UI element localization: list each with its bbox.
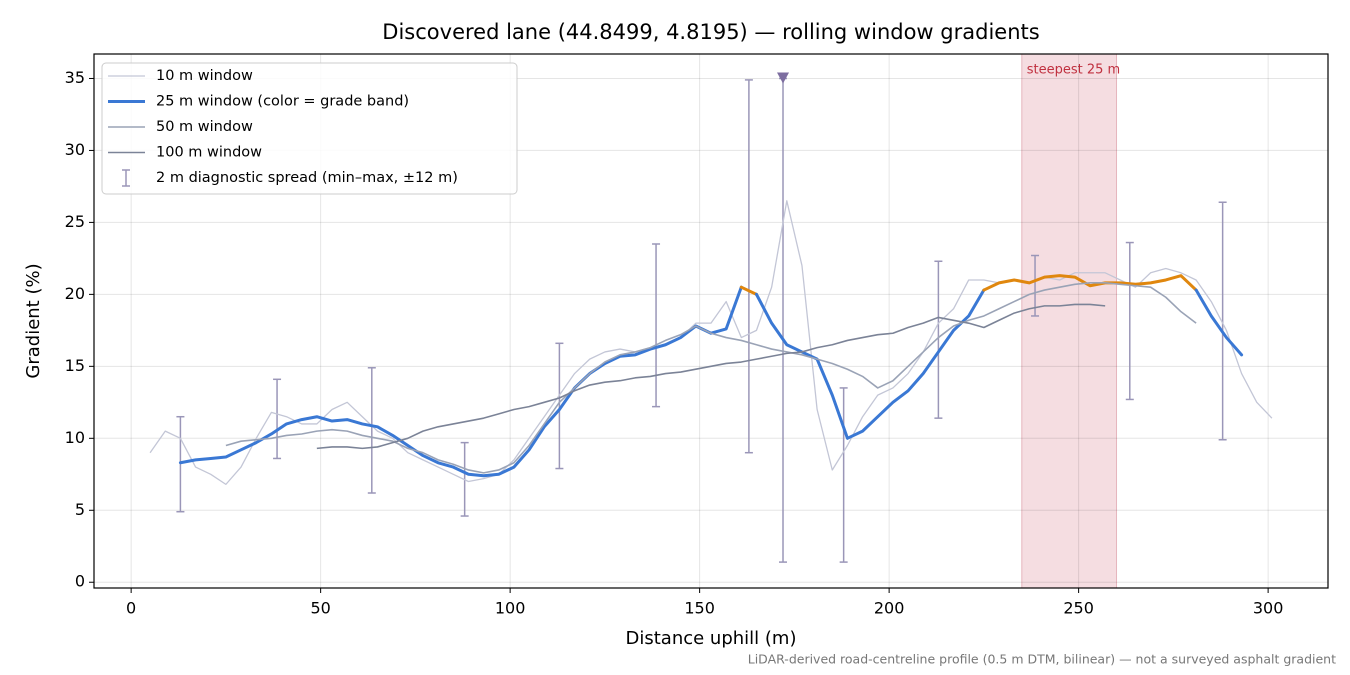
x-axis-label: Distance uphill (m)	[626, 628, 797, 649]
y-tick-label: 20	[65, 284, 85, 303]
y-axis-label: Gradient (%)	[23, 263, 44, 378]
x-tick-label: 200	[874, 599, 905, 618]
series-line	[754, 288, 986, 440]
y-tick-label: 10	[65, 428, 85, 447]
chart-title: Discovered lane (44.8499, 4.8195) — roll…	[382, 20, 1039, 44]
x-tick-label: 100	[495, 599, 526, 618]
x-tick-label: 150	[684, 599, 715, 618]
series-line	[982, 274, 1198, 292]
series-line	[1194, 288, 1244, 357]
error-bar	[744, 79, 753, 454]
x-tick-label: 250	[1063, 599, 1094, 618]
x-tick-label: 50	[310, 599, 330, 618]
series-line	[178, 285, 743, 478]
error-bar	[273, 378, 282, 460]
error-bar	[779, 77, 788, 563]
error-bar	[1125, 241, 1134, 401]
x-tick-label: 0	[126, 599, 136, 618]
legend-label: 10 m window	[156, 68, 253, 84]
error-bar	[555, 342, 564, 470]
y-tick-label: 30	[65, 140, 85, 159]
error-bar	[1031, 254, 1040, 317]
plot-frame	[93, 53, 1329, 589]
series-line	[739, 285, 758, 296]
legend-label: 2 m diagnostic spread (min–max, ±12 m)	[156, 170, 458, 186]
error-bar	[934, 260, 943, 419]
legend-label: 100 m window	[156, 145, 262, 161]
error-bar	[367, 367, 376, 494]
highlight-label: steepest 25 m	[1027, 63, 1120, 78]
error-bar	[1218, 201, 1227, 441]
series-line	[149, 200, 1273, 486]
legend-label: 25 m window (color = grade band)	[156, 94, 409, 110]
y-tick-label: 25	[65, 212, 85, 231]
y-tick-label: 5	[75, 500, 85, 519]
legend: 10 m window 25 m window (color = grade ba…	[101, 62, 518, 195]
error-bar	[652, 243, 661, 408]
legend-box	[101, 62, 518, 195]
peak-marker	[777, 72, 790, 84]
footnote: LiDAR-derived road-centreline profile (0…	[748, 652, 1336, 667]
series-line	[316, 303, 1106, 450]
highlight-band	[1021, 53, 1118, 589]
y-tick-label: 0	[75, 572, 85, 591]
legend-label: 50 m window	[156, 119, 253, 135]
y-tick-label: 15	[65, 356, 85, 375]
series-line	[225, 282, 1197, 474]
x-tick-label: 300	[1253, 599, 1284, 618]
error-bar	[839, 387, 848, 563]
y-tick-label: 35	[65, 68, 85, 87]
